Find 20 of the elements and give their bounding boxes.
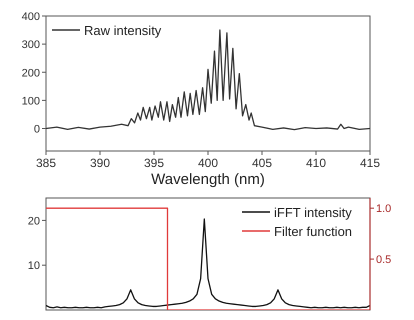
y-tick-label: 0 bbox=[34, 124, 40, 136]
x-tick-label: 405 bbox=[252, 156, 272, 170]
y-tick-label: 100 bbox=[22, 95, 40, 108]
x-tick-label: 400 bbox=[198, 156, 218, 170]
y2-tick-label: 1.0 bbox=[376, 203, 392, 216]
x-axis-title: Wavelength (nm) bbox=[151, 171, 265, 188]
legend-label: Filter function bbox=[274, 224, 352, 239]
y-tick-label: 300 bbox=[22, 39, 40, 52]
x-tick-label: 415 bbox=[360, 156, 380, 170]
y-tick-label: 200 bbox=[22, 67, 40, 80]
x-tick-label: 390 bbox=[90, 156, 110, 170]
y-tick-label: 20 bbox=[28, 215, 40, 228]
x-tick-label: 410 bbox=[306, 156, 326, 170]
y-tick-label: 400 bbox=[22, 11, 40, 23]
legend-label: Raw intensity bbox=[84, 23, 162, 38]
y-tick-label: 10 bbox=[28, 260, 40, 272]
x-tick-label: 395 bbox=[144, 156, 164, 170]
legend-label: iFFT intensity bbox=[274, 205, 352, 220]
x-tick-label: 385 bbox=[36, 156, 56, 170]
y2-tick-label: 0.5 bbox=[376, 254, 392, 266]
